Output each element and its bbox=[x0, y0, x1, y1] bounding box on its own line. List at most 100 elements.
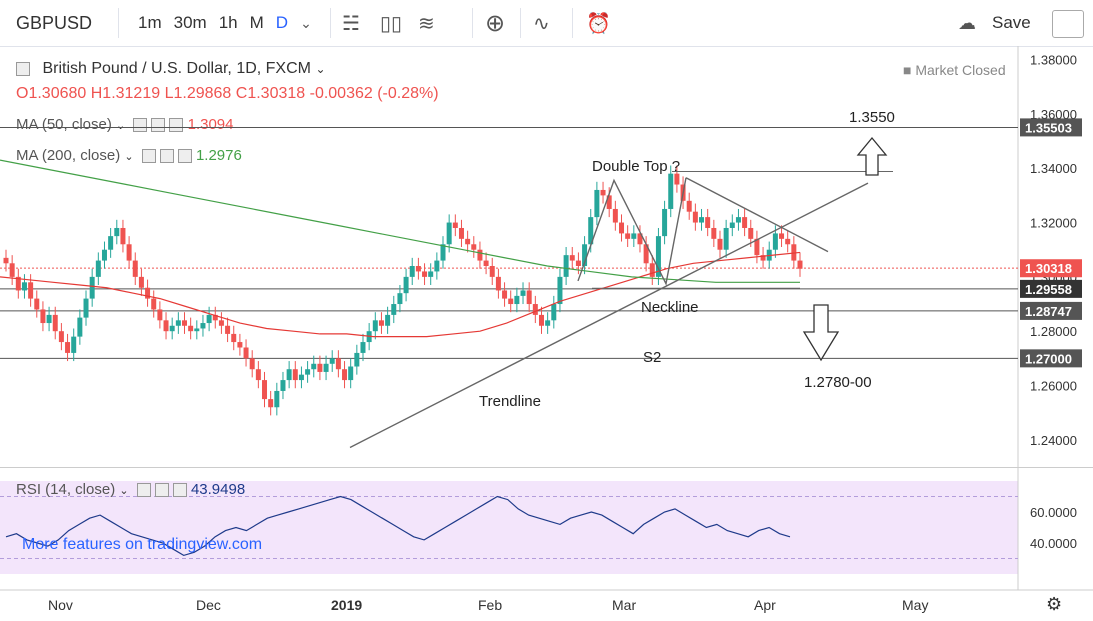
candle-body bbox=[637, 233, 643, 245]
cloud-icon: ☁ bbox=[958, 12, 976, 33]
candle-body bbox=[655, 236, 661, 277]
y-tick-label: 1.32000 bbox=[1030, 216, 1077, 231]
chevron-down-icon[interactable]: ⌄ bbox=[116, 120, 126, 132]
tf-day[interactable]: D bbox=[275, 13, 289, 32]
down-arrow-icon bbox=[802, 304, 840, 362]
candle-body bbox=[483, 260, 489, 267]
eye-icon[interactable] bbox=[141, 149, 156, 164]
divider bbox=[520, 8, 521, 38]
y-tick-label: 1.24000 bbox=[1030, 433, 1077, 448]
candle-body bbox=[588, 217, 594, 245]
candle-body bbox=[385, 314, 391, 326]
candle-body bbox=[83, 298, 89, 318]
rsi-tick-label: 40.0000 bbox=[1030, 536, 1077, 551]
chart-annotation: Double Top ? bbox=[592, 158, 680, 175]
candle-body bbox=[594, 189, 600, 218]
candle-body bbox=[15, 276, 21, 291]
candle-body bbox=[101, 249, 107, 261]
chevron-down-icon[interactable]: ⌄ bbox=[124, 151, 134, 163]
alert-icon[interactable]: ⏰ bbox=[586, 12, 611, 35]
symbol-search[interactable]: GBPUSD bbox=[16, 12, 93, 33]
candle-body bbox=[163, 320, 169, 332]
candle-body bbox=[797, 260, 803, 269]
candle-body bbox=[705, 217, 711, 228]
candle-body bbox=[575, 260, 581, 267]
candle-body bbox=[440, 244, 446, 261]
candle-body bbox=[557, 276, 563, 305]
candle-body bbox=[200, 323, 206, 329]
y-tick-label: 1.38000 bbox=[1030, 53, 1077, 68]
candle-body bbox=[526, 290, 532, 305]
tf-1m[interactable]: 1m bbox=[138, 13, 162, 32]
trendline-drawing bbox=[349, 182, 869, 449]
close-icon[interactable] bbox=[172, 483, 187, 498]
bar-style-icon[interactable]: ☵ bbox=[342, 12, 360, 35]
candles-icon[interactable]: ▯▯ bbox=[380, 12, 403, 35]
chevron-down-icon[interactable]: ⌄ bbox=[119, 485, 129, 497]
top-toolbar: GBPUSD 1m 30m 1h M D ⌄ ☵ ▯▯ ≋ ⊕ ∿ ⏰ ☁ Sa… bbox=[0, 0, 1093, 47]
candle-body bbox=[372, 320, 378, 332]
close-icon[interactable] bbox=[177, 149, 192, 164]
gear-icon[interactable] bbox=[154, 483, 169, 498]
save-button[interactable]: Save bbox=[992, 13, 1031, 32]
market-status: ■ Market Closed bbox=[903, 62, 1006, 78]
area-icon[interactable]: ≋ bbox=[418, 12, 435, 35]
candle-body bbox=[77, 317, 83, 337]
tradingview-watermark[interactable]: More features on tradingview.com bbox=[22, 536, 263, 553]
candle-body bbox=[686, 200, 692, 212]
price-label: 1.30318 bbox=[1025, 261, 1072, 276]
chevron-down-icon[interactable]: ⌄ bbox=[300, 14, 312, 31]
candle-body bbox=[132, 260, 138, 277]
add-indicator-icon[interactable]: ⊕ bbox=[485, 9, 506, 37]
gear-icon[interactable] bbox=[159, 149, 174, 164]
ma-series-line bbox=[0, 251, 801, 338]
ohlc-values: O1.30680 H1.31219 L1.29868 C1.30318 -0.0… bbox=[16, 85, 439, 103]
candle-body bbox=[409, 266, 415, 277]
candle-body bbox=[218, 320, 224, 326]
candle-body bbox=[760, 255, 766, 261]
ma200-legend: MA (200, close) ⌄ 1.2976 bbox=[16, 147, 242, 164]
candle-body bbox=[662, 208, 668, 237]
candle-body bbox=[249, 358, 255, 370]
candle-body bbox=[317, 363, 323, 372]
eye-icon[interactable] bbox=[133, 118, 148, 133]
candle-body bbox=[422, 271, 428, 277]
candle-body bbox=[434, 260, 440, 272]
collapse-icon[interactable] bbox=[16, 61, 30, 76]
compare-icon[interactable]: ∿ bbox=[533, 12, 550, 35]
candle-body bbox=[717, 238, 723, 250]
candle-body bbox=[46, 314, 52, 324]
eye-icon[interactable] bbox=[136, 483, 151, 498]
candle-body bbox=[489, 266, 495, 277]
candle-body bbox=[126, 244, 132, 261]
ma200-label: MA (200, close) bbox=[16, 147, 121, 164]
price-label-box bbox=[1020, 301, 1082, 320]
candle-body bbox=[274, 390, 280, 408]
candle-body bbox=[65, 342, 71, 353]
ma-series-line bbox=[0, 159, 800, 283]
chevron-down-icon[interactable]: ⌄ bbox=[315, 62, 326, 76]
tf-month[interactable]: M bbox=[249, 13, 264, 32]
candle-body bbox=[502, 290, 508, 299]
candle-body bbox=[458, 227, 464, 239]
candle-body bbox=[692, 211, 698, 223]
candle-body bbox=[520, 290, 526, 296]
price-label: 1.28747 bbox=[1025, 304, 1072, 319]
camera-icon[interactable] bbox=[1052, 10, 1084, 38]
candle-body bbox=[791, 244, 797, 261]
y-tick-label: 1.34000 bbox=[1030, 161, 1077, 176]
candle-body bbox=[89, 276, 95, 299]
ma50-value: 1.3094 bbox=[187, 116, 234, 133]
x-tick-label: 2019 bbox=[331, 597, 362, 613]
x-tick-label: Feb bbox=[478, 597, 502, 613]
tf-1h[interactable]: 1h bbox=[218, 13, 238, 32]
candle-body bbox=[631, 233, 637, 239]
divider bbox=[330, 8, 331, 38]
candle-body bbox=[194, 328, 200, 332]
close-icon[interactable] bbox=[169, 118, 184, 133]
gear-icon[interactable] bbox=[151, 118, 166, 133]
pane-divider[interactable] bbox=[0, 467, 1093, 468]
candle-body bbox=[225, 325, 231, 334]
tf-30m[interactable]: 30m bbox=[173, 13, 207, 32]
